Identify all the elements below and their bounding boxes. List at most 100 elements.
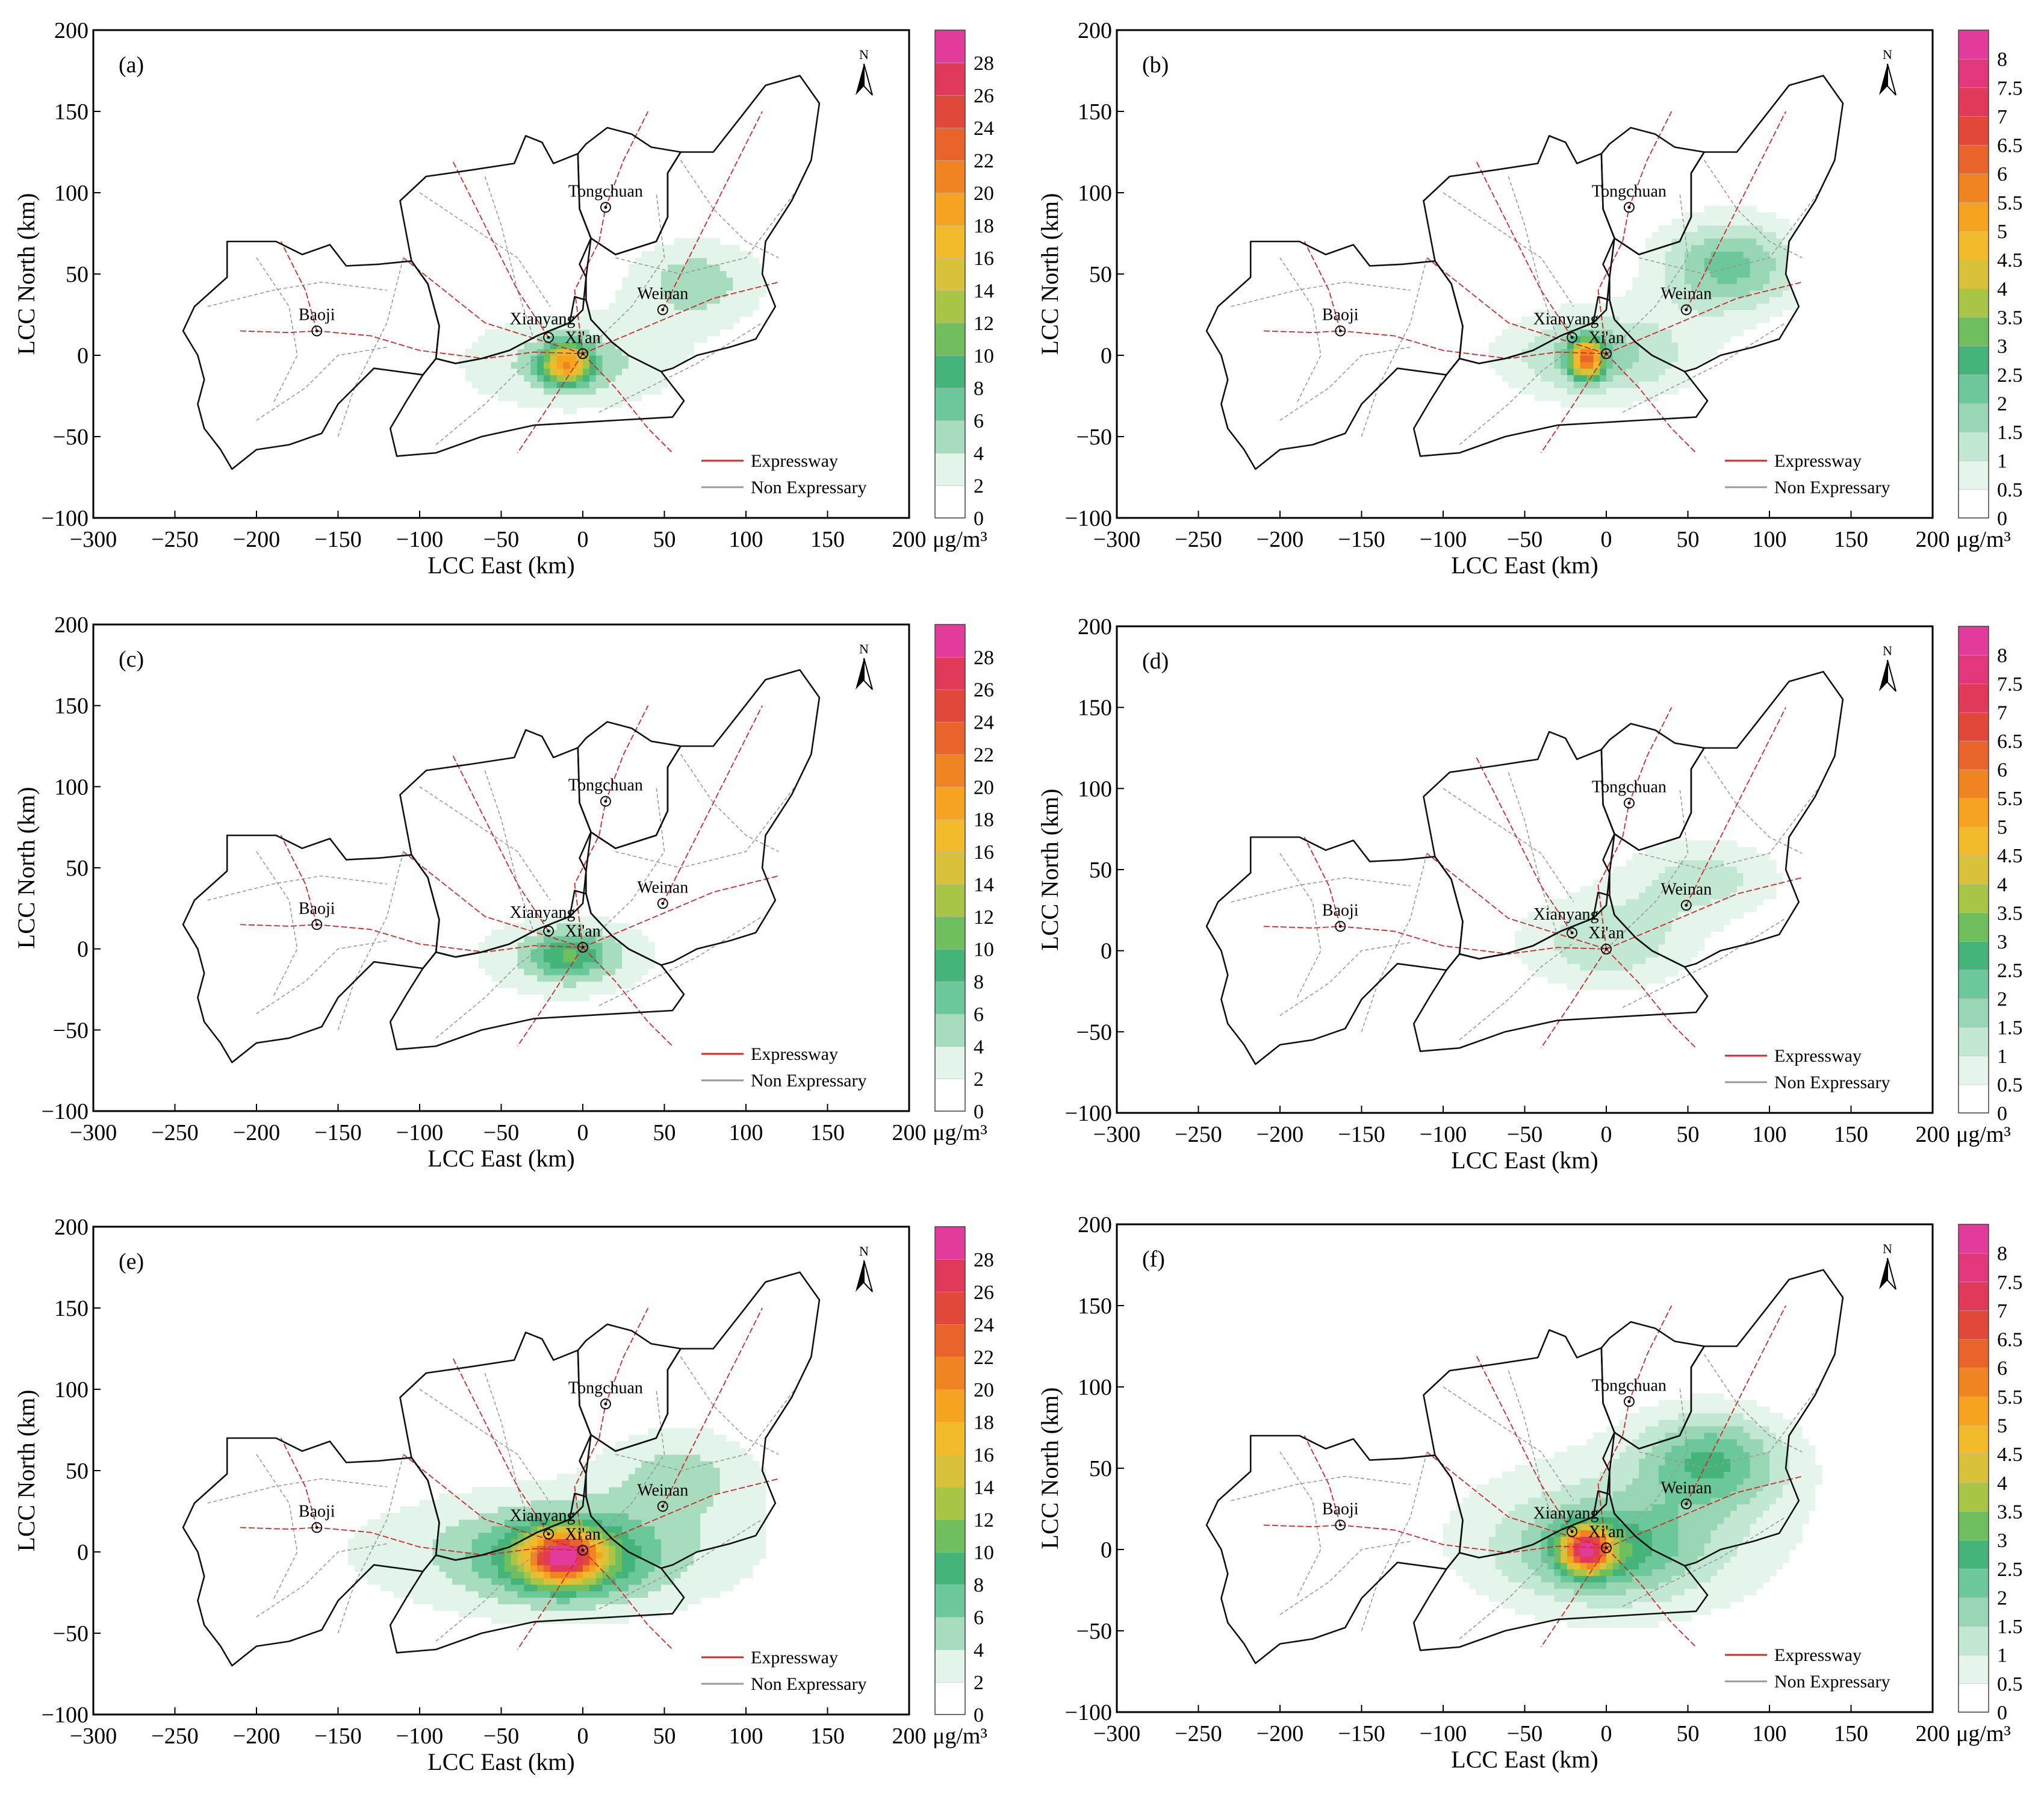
contour-cell <box>713 264 721 272</box>
contour-cell <box>563 1487 570 1494</box>
contour-cell <box>465 1519 473 1527</box>
contour-cell <box>609 400 616 408</box>
contour-cell <box>478 368 485 375</box>
contour-cell <box>1561 950 1568 958</box>
contour-cell <box>1573 1608 1581 1615</box>
contour-cell <box>1586 1504 1594 1511</box>
contour-cell <box>1593 1432 1600 1439</box>
contour-cell <box>1508 1478 1515 1485</box>
contour-cell <box>1573 938 1581 945</box>
city-label: Xianyang <box>1533 905 1599 924</box>
contour-cell <box>1639 866 1646 873</box>
contour-cell <box>1658 290 1666 297</box>
contour-cell <box>1619 388 1627 395</box>
contour-cell <box>1606 1556 1614 1563</box>
contour-cell <box>674 1467 682 1474</box>
contour-cell <box>465 361 473 369</box>
contour-cell <box>1508 1562 1515 1569</box>
contour-cell <box>543 988 551 995</box>
contour-cell <box>1606 970 1614 977</box>
contour-cell <box>1639 316 1646 323</box>
contour-cell <box>563 1590 570 1598</box>
contour-cell <box>413 1525 420 1533</box>
contour-cell <box>1580 970 1588 977</box>
contour-cell <box>491 1597 499 1604</box>
contour-cell <box>1756 290 1763 297</box>
contour-cell <box>674 1532 682 1539</box>
contour-cell <box>543 936 551 943</box>
contour-cell <box>1782 219 1790 226</box>
expressway-line <box>1606 948 1697 1048</box>
contour-cell <box>1508 335 1515 343</box>
city-marker-dot <box>1685 308 1688 311</box>
contour-cell <box>719 1532 727 1539</box>
contour-cell <box>550 916 558 924</box>
contour-cell <box>1541 905 1549 912</box>
expressway-line <box>452 754 549 932</box>
contour-cell <box>1658 918 1666 926</box>
colorbar-tick-label: 1.5 <box>1997 422 2023 444</box>
contour-cell <box>733 244 740 252</box>
contour-cell <box>576 981 583 988</box>
contour-cell <box>1469 1530 1476 1537</box>
contour-cell <box>1515 375 1522 382</box>
contour-cell <box>1671 892 1679 900</box>
contour-cell <box>1580 303 1588 310</box>
contour-cell <box>576 1617 583 1624</box>
contour-cell <box>759 1525 766 1533</box>
city-label: Xi'an <box>1588 924 1624 942</box>
contour-cell <box>511 1604 518 1611</box>
contour-cell <box>706 1474 714 1481</box>
contour-cell <box>576 936 583 943</box>
contour-cell <box>1697 349 1705 356</box>
contour-cell <box>1534 931 1542 938</box>
contour-cell <box>459 1506 466 1513</box>
contour-cell <box>413 1571 420 1578</box>
contour-cell <box>1651 931 1659 938</box>
contour-cell <box>700 1539 707 1546</box>
contour-cell <box>667 1590 675 1598</box>
contour-cell <box>1612 1484 1620 1492</box>
contour-cell <box>680 238 688 245</box>
contour-cell <box>1469 1523 1476 1531</box>
contour-cell <box>733 316 740 323</box>
contour-cell <box>1658 957 1666 964</box>
contour-cell <box>1704 335 1712 343</box>
contour-cell <box>661 1552 668 1559</box>
contour-cell <box>1521 1478 1529 1485</box>
contour-cell <box>1561 1556 1568 1563</box>
contour-cell <box>570 1493 577 1501</box>
contour-cell <box>517 368 525 375</box>
contour-cell <box>1651 244 1659 252</box>
contour-cell <box>498 974 505 982</box>
contour-cell <box>1697 853 1705 861</box>
contour-cell <box>602 1610 609 1618</box>
colorbar-segment <box>934 420 966 453</box>
contour-cell <box>609 1480 616 1487</box>
contour-cell <box>1508 342 1515 349</box>
contour-cell <box>1717 258 1724 265</box>
contour-cell <box>1606 964 1614 971</box>
contour-cell <box>1704 899 1712 906</box>
contour-cell <box>524 1480 531 1487</box>
contour-cell <box>517 394 525 402</box>
contour-cell <box>694 296 701 304</box>
contour-cell <box>1534 944 1542 952</box>
contour-cell <box>1547 335 1555 343</box>
contour-cell <box>733 1480 740 1487</box>
contour-cell <box>1600 957 1607 964</box>
contour-cell <box>1704 258 1712 265</box>
contour-cell <box>1534 924 1542 932</box>
contour-cell <box>1606 912 1614 919</box>
contour-cell <box>439 1500 446 1507</box>
contour-cell <box>543 1578 551 1585</box>
colorbar-tick-label: 12 <box>974 313 994 335</box>
contour-cell <box>661 1604 668 1611</box>
contour-cell <box>733 1500 740 1507</box>
contour-cell <box>595 400 603 408</box>
contour-cell <box>504 1604 512 1611</box>
contour-cell <box>1586 400 1594 408</box>
contour-cell <box>471 1590 479 1598</box>
contour-cell <box>1619 1478 1627 1485</box>
contour-cell <box>1527 931 1535 938</box>
